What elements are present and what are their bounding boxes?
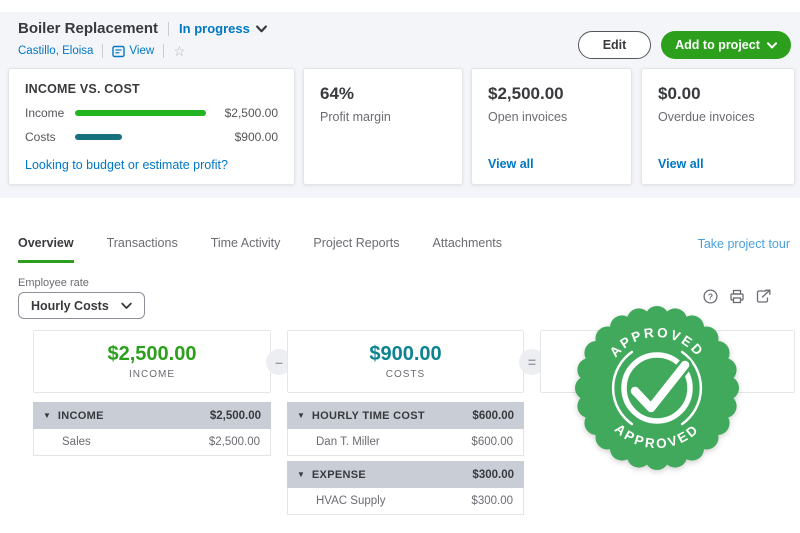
open-invoices-value: $2,500.00 <box>488 84 564 103</box>
budget-estimate-link[interactable]: Looking to budget or estimate profit? <box>25 158 228 172</box>
collapse-triangle-icon: ▼ <box>297 470 305 479</box>
table-row: Dan T. Miller $600.00 <box>287 429 524 456</box>
equals-glyph: = <box>527 354 537 370</box>
project-status-dropdown[interactable]: In progress <box>179 21 267 36</box>
svg-text:?: ? <box>708 292 713 302</box>
chevron-down-icon <box>255 25 267 32</box>
favorite-star-icon[interactable]: ☆ <box>173 43 186 59</box>
add-to-project-button[interactable]: Add to project <box>661 31 791 59</box>
costs-total-card: $900.00 COSTS <box>287 330 524 393</box>
profit-margin-card: 64% Profit margin <box>303 68 463 185</box>
overdue-invoices-label: Overdue invoices <box>658 110 755 124</box>
expense-table: ▼ EXPENSE $300.00 HVAC Supply $300.00 <box>287 461 524 515</box>
status-label: In progress <box>179 21 250 36</box>
project-header: Boiler Replacement In progress Castillo,… <box>18 20 267 58</box>
employee-rate-label: Employee rate <box>18 277 89 289</box>
hourly-time-cost-table-header[interactable]: ▼ HOURLY TIME COST $600.00 <box>287 402 524 429</box>
row-label: Dan T. Miller <box>316 436 380 448</box>
export-icon[interactable] <box>756 289 772 304</box>
add-to-project-label: Add to project <box>675 38 760 52</box>
income-bar <box>75 110 206 116</box>
income-total-amount: $2,500.00 <box>107 343 197 365</box>
divider <box>102 44 104 58</box>
expense-table-header-label: EXPENSE <box>311 468 366 481</box>
take-project-tour-link[interactable]: Take project tour <box>697 237 790 251</box>
open-invoices-card: $2,500.00 Open invoices View all <box>471 68 632 185</box>
tab-time-activity[interactable]: Time Activity <box>210 236 281 250</box>
row-label: Sales <box>62 436 91 448</box>
hourly-time-cost-table: ▼ HOURLY TIME COST $600.00 Dan T. Miller… <box>287 402 524 456</box>
employee-rate-dropdown[interactable]: Hourly Costs <box>18 292 145 319</box>
costs-total-label: COSTS <box>385 369 426 380</box>
view-notes-button[interactable]: View <box>112 45 154 58</box>
row-value: $2,500.00 <box>208 436 260 448</box>
overdue-invoices-view-all-link[interactable]: View all <box>658 157 704 171</box>
chevron-down-icon <box>766 41 777 48</box>
income-table-header-label: INCOME <box>57 409 104 422</box>
income-total-card: $2,500.00 INCOME <box>33 330 271 393</box>
row-value: $300.00 <box>471 495 513 507</box>
income-total-label: INCOME <box>129 369 175 380</box>
income-bar-value: $2,500.00 <box>224 106 278 120</box>
minus-glyph: – <box>275 354 283 370</box>
open-invoices-label: Open invoices <box>488 110 568 124</box>
income-bar-label: Income <box>25 106 65 120</box>
costs-bar <box>75 134 123 140</box>
collapse-triangle-icon: ▼ <box>43 411 51 420</box>
card-title: INCOME VS. COST <box>25 82 140 96</box>
row-label: HVAC Supply <box>316 495 386 507</box>
stamp-paren-left <box>611 350 634 426</box>
expense-table-header[interactable]: ▼ EXPENSE $300.00 <box>287 461 524 488</box>
tab-attachments[interactable]: Attachments <box>432 236 503 250</box>
approved-stamp: APPROVED APPROVED <box>575 306 739 470</box>
edit-button-label: Edit <box>602 38 627 52</box>
open-invoices-view-all-link[interactable]: View all <box>488 157 534 171</box>
customer-link[interactable]: Castillo, Eloisa <box>18 45 94 57</box>
table-row: HVAC Supply $300.00 <box>287 488 524 515</box>
divider <box>163 44 165 58</box>
help-icon[interactable]: ? <box>703 289 718 304</box>
print-icon[interactable] <box>729 289 745 304</box>
income-bar-row: Income $2,500.00 <box>25 106 278 120</box>
tab-overview[interactable]: Overview <box>18 236 74 263</box>
row-value: $600.00 <box>471 436 513 448</box>
tab-bar: Overview Transactions Time Activity Proj… <box>18 236 502 263</box>
edit-button[interactable]: Edit <box>578 31 651 59</box>
profit-margin-label: Profit margin <box>320 110 391 124</box>
overdue-invoices-value: $0.00 <box>658 84 701 103</box>
expense-table-header-value: $300.00 <box>472 468 514 481</box>
stamp-paren-right <box>680 350 703 426</box>
income-table-header-value: $2,500.00 <box>209 409 261 422</box>
income-vs-cost-card: INCOME VS. COST Income $2,500.00 Costs $… <box>8 68 295 185</box>
table-row: Sales $2,500.00 <box>33 429 271 456</box>
income-table: ▼ INCOME $2,500.00 Sales $2,500.00 <box>33 402 271 456</box>
costs-bar-row: Costs $900.00 <box>25 130 278 144</box>
employee-rate-value: Hourly Costs <box>31 298 109 313</box>
stamp-inner-ring <box>621 352 693 424</box>
costs-bar-value: $900.00 <box>234 130 278 144</box>
hourly-table-header-value: $600.00 <box>472 409 514 422</box>
view-label: View <box>129 45 155 57</box>
profit-margin-value: 64% <box>320 84 355 103</box>
divider <box>168 21 170 36</box>
collapse-triangle-icon: ▼ <box>297 411 305 420</box>
tab-transactions[interactable]: Transactions <box>106 236 178 250</box>
chevron-down-icon <box>121 302 132 309</box>
overdue-invoices-card: $0.00 Overdue invoices View all <box>641 68 795 185</box>
costs-total-amount: $900.00 <box>369 343 442 365</box>
hourly-table-header-label: HOURLY TIME COST <box>311 409 425 422</box>
page-title: Boiler Replacement <box>18 20 159 37</box>
tab-project-reports[interactable]: Project Reports <box>313 236 400 250</box>
income-table-header[interactable]: ▼ INCOME $2,500.00 <box>33 402 271 429</box>
checkmark-icon <box>630 360 690 413</box>
overview-toolbar: ? <box>703 289 772 304</box>
note-icon <box>112 45 126 57</box>
costs-bar-label: Costs <box>25 130 56 144</box>
